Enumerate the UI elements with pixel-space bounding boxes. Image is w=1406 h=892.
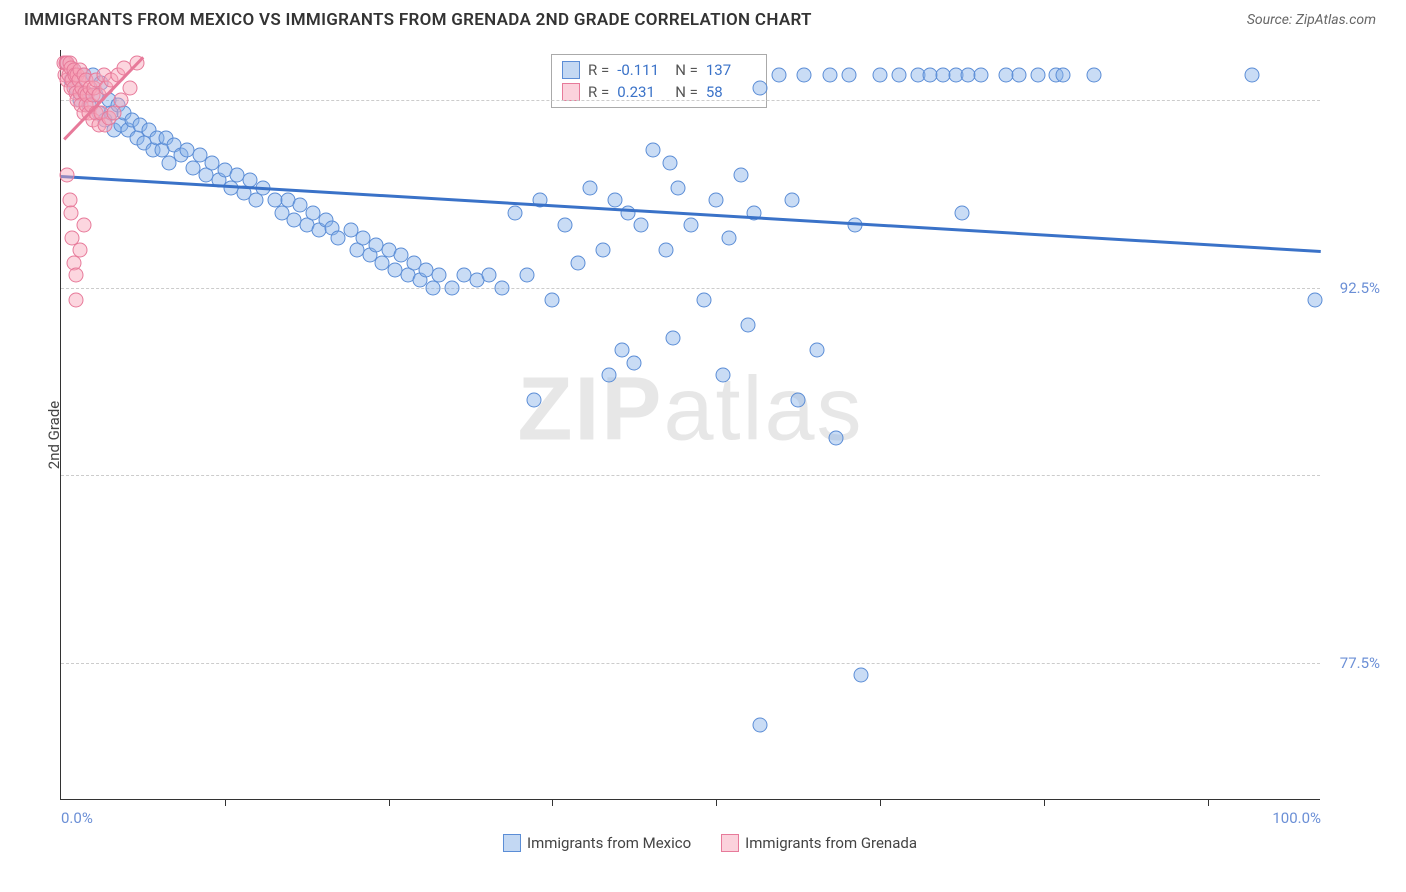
data-point (545, 293, 560, 308)
watermark: ZIPatlas (517, 358, 863, 461)
data-point (772, 68, 787, 83)
data-point (432, 268, 447, 283)
data-point (558, 218, 573, 233)
legend-row-mexico: R =-0.111 N =137 (562, 59, 756, 81)
swatch-blue-icon (562, 61, 580, 79)
gridline-h (61, 288, 1320, 289)
trend-line (61, 175, 1321, 252)
data-point (60, 168, 75, 183)
data-point (570, 255, 585, 270)
gridline-h (61, 663, 1320, 664)
data-point (662, 155, 677, 170)
data-point (740, 318, 755, 333)
data-point (1030, 68, 1045, 83)
swatch-blue-icon (503, 834, 521, 852)
x-tick-mark (225, 799, 226, 806)
data-point (671, 180, 686, 195)
data-point (753, 718, 768, 733)
data-point (646, 143, 661, 158)
data-point (482, 268, 497, 283)
data-point (954, 205, 969, 220)
x-tick-label: 100.0% (1272, 809, 1321, 827)
data-point (633, 218, 648, 233)
data-point (721, 230, 736, 245)
gridline-h (61, 475, 1320, 476)
plot-container: 2nd Grade ZIPatlas R =-0.111 N =137 R =0… (60, 50, 1360, 820)
data-point (841, 68, 856, 83)
data-point (873, 68, 888, 83)
data-point (123, 80, 138, 95)
data-point (709, 193, 724, 208)
data-point (1307, 293, 1322, 308)
data-point (784, 193, 799, 208)
x-tick-mark (389, 799, 390, 806)
gridline-h (61, 100, 1320, 101)
data-point (734, 168, 749, 183)
data-point (1087, 68, 1102, 83)
data-point (666, 330, 681, 345)
data-point (595, 243, 610, 258)
data-point (696, 293, 711, 308)
data-point (684, 218, 699, 233)
legend-item-grenada: Immigrants from Grenada (721, 834, 917, 852)
x-tick-mark (880, 799, 881, 806)
legend-bottom: Immigrants from Mexico Immigrants from G… (503, 834, 917, 852)
data-point (608, 193, 623, 208)
data-point (1011, 68, 1026, 83)
data-point (602, 368, 617, 383)
data-point (526, 393, 541, 408)
data-point (614, 343, 629, 358)
chart-title: IMMIGRANTS FROM MEXICO VS IMMIGRANTS FRO… (24, 10, 812, 30)
data-point (715, 368, 730, 383)
swatch-pink-icon (721, 834, 739, 852)
data-point (1244, 68, 1259, 83)
data-point (69, 268, 84, 283)
legend-item-mexico: Immigrants from Mexico (503, 834, 691, 852)
data-point (76, 218, 91, 233)
data-point (520, 268, 535, 283)
data-point (973, 68, 988, 83)
data-point (495, 280, 510, 295)
data-point (810, 343, 825, 358)
data-point (627, 355, 642, 370)
data-point (791, 393, 806, 408)
swatch-pink-icon (562, 83, 580, 101)
data-point (69, 293, 84, 308)
x-tick-mark (1044, 799, 1045, 806)
data-point (891, 68, 906, 83)
x-tick-mark (716, 799, 717, 806)
y-tick-label: 92.5% (1340, 279, 1380, 297)
data-point (658, 243, 673, 258)
data-point (114, 93, 129, 108)
data-point (621, 205, 636, 220)
data-point (507, 205, 522, 220)
data-point (854, 668, 869, 683)
data-point (828, 430, 843, 445)
data-point (797, 68, 812, 83)
data-point (753, 80, 768, 95)
x-tick-label: 0.0% (61, 809, 93, 827)
data-point (444, 280, 459, 295)
data-point (583, 180, 598, 195)
data-point (72, 243, 87, 258)
data-point (822, 68, 837, 83)
data-point (1055, 68, 1070, 83)
data-point (64, 205, 79, 220)
plot-area: ZIPatlas R =-0.111 N =137 R =0.231 N =58… (60, 50, 1320, 800)
y-tick-label: 77.5% (1340, 654, 1380, 672)
source-label: Source: ZipAtlas.com (1247, 12, 1376, 28)
x-tick-mark (1208, 799, 1209, 806)
x-tick-mark (552, 799, 553, 806)
